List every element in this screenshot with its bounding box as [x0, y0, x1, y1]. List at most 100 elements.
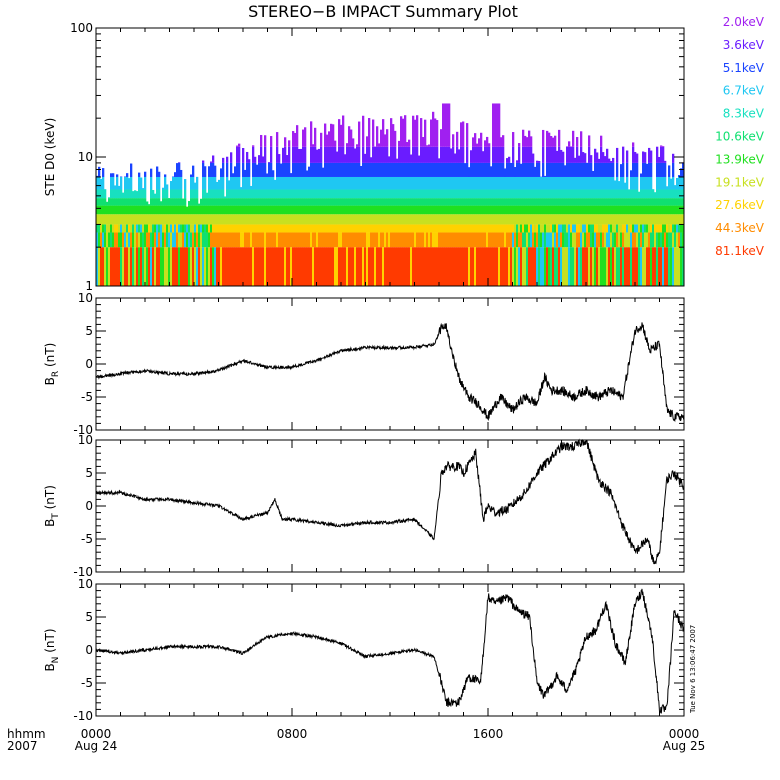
- spectrogram-cell: [276, 232, 279, 248]
- spectrogram-cell: [474, 133, 477, 147]
- spectrogram-cell: [228, 232, 231, 248]
- spectrogram-cell: [478, 198, 481, 206]
- spectrogram-cell: [600, 232, 603, 248]
- spectrogram-cell: [206, 205, 209, 215]
- spectrogram-cell: [490, 198, 493, 206]
- spectrogram-cell: [330, 247, 333, 286]
- spectrogram-cell: [262, 224, 265, 233]
- spectrogram-cell: [114, 205, 117, 215]
- spectrogram-cell: [660, 162, 663, 177]
- spectrogram-cell: [676, 224, 679, 233]
- spectrogram-cell: [470, 189, 473, 199]
- spectrogram-cell: [336, 205, 339, 215]
- spectrogram-cell: [394, 146, 397, 163]
- spectrogram-cell: [344, 232, 347, 248]
- spectrogram-cell: [278, 162, 281, 177]
- spectrogram-cell: [248, 198, 251, 206]
- spectrogram-cell: [618, 181, 621, 190]
- spectrogram-cell: [634, 151, 637, 163]
- spectrogram-cell: [646, 198, 649, 206]
- spectrogram-cell: [422, 205, 425, 215]
- spectrogram-cell: [422, 247, 425, 286]
- spectrogram-cell: [592, 214, 595, 225]
- spectrogram-cell: [340, 176, 343, 190]
- spectrogram-cell: [178, 162, 181, 177]
- spectrogram-cell: [158, 224, 161, 233]
- spectrogram-cell: [208, 247, 211, 286]
- spectrogram-cell: [436, 224, 439, 233]
- spectrogram-cell: [302, 176, 305, 190]
- spectrogram-cell: [248, 224, 251, 233]
- spectrogram-cell: [588, 224, 591, 233]
- spectrogram-cell: [180, 198, 183, 206]
- spectrogram-cell: [614, 189, 617, 199]
- spectrogram-cell: [202, 162, 205, 177]
- spectrogram-cell: [444, 162, 447, 177]
- spectrogram-cell: [664, 232, 667, 248]
- spectrogram-cell: [510, 189, 513, 199]
- spectrogram-cell: [560, 198, 563, 206]
- spectrogram-cell: [370, 162, 373, 177]
- spectrogram-cell: [604, 162, 607, 177]
- spectrogram-cell: [368, 162, 371, 177]
- spectrogram-cell: [440, 232, 443, 248]
- spectrogram-cell: [162, 214, 165, 225]
- spectrogram-cell: [546, 214, 549, 225]
- spectrogram-cell: [434, 189, 437, 199]
- spectrogram-cell: [442, 198, 445, 206]
- spectrogram-cell: [214, 214, 217, 225]
- spectrogram-cell: [412, 214, 415, 225]
- spectrogram-cell: [294, 205, 297, 215]
- spectrogram-cell: [660, 232, 663, 248]
- spectrogram-cell: [294, 162, 297, 177]
- spectrogram-cell: [624, 205, 627, 215]
- field-trace: [95, 588, 685, 716]
- spectrogram-cell: [362, 176, 365, 190]
- spectrogram-cell: [644, 224, 647, 233]
- spectrogram-cell: [342, 232, 345, 248]
- spectrogram-cell: [332, 176, 335, 190]
- spectrogram-cell: [366, 198, 369, 206]
- spectrogram-cell: [232, 189, 235, 199]
- spectrogram-cell: [444, 205, 447, 215]
- spectrogram-cell: [120, 214, 123, 225]
- spectrogram-cell: [540, 214, 543, 225]
- spectrogram-cell: [252, 198, 255, 206]
- spectrogram-cell: [420, 205, 423, 215]
- spectrogram-cell: [124, 247, 127, 286]
- spectrogram-cell: [600, 198, 603, 206]
- spectrogram-cell: [256, 205, 259, 215]
- spectrogram-cell: [436, 232, 439, 248]
- spectrogram-cell: [414, 205, 417, 215]
- spectrogram-cell: [172, 198, 175, 206]
- spectrogram-cell: [560, 176, 563, 190]
- spectrogram-cell: [630, 247, 633, 286]
- spectrogram-cell: [576, 198, 579, 206]
- spectrogram-cell: [426, 176, 429, 190]
- spectrogram-cell: [474, 224, 477, 233]
- spectrogram-cell: [464, 247, 467, 286]
- spectrogram-cell: [486, 162, 489, 177]
- spectrogram-cell: [618, 205, 621, 215]
- spectrogram-cell: [494, 247, 497, 286]
- spectrogram-cell: [332, 189, 335, 199]
- spectrogram-cell: [114, 247, 117, 286]
- spectrogram-cell: [184, 189, 187, 199]
- spectrogram-cell: [362, 162, 365, 177]
- spectrogram-cell: [318, 162, 321, 177]
- spectrogram-cell: [482, 224, 485, 233]
- spectrogram-cell: [144, 176, 147, 190]
- spectrogram-cell: [266, 176, 269, 190]
- spectrogram-cell: [124, 205, 127, 215]
- spectrogram-cell: [486, 232, 489, 248]
- spectrogram-cell: [552, 137, 555, 147]
- spectrogram-cell: [450, 214, 453, 225]
- spectrogram-cell: [666, 247, 669, 286]
- spectrogram-cell: [540, 205, 543, 215]
- spectrogram-cell: [578, 176, 581, 190]
- spectrogram-cell: [606, 176, 609, 190]
- spectrogram-cell: [486, 146, 489, 163]
- spectrogram-cell: [476, 198, 479, 206]
- spectrogram-cell: [420, 214, 423, 225]
- spectrogram-cell: [410, 232, 413, 248]
